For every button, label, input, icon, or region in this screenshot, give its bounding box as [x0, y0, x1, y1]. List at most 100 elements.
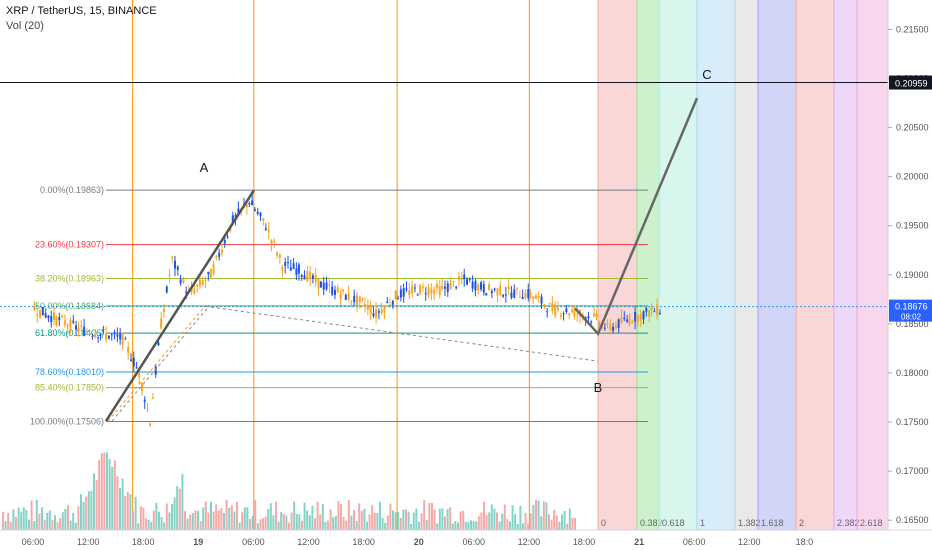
volume-bar	[475, 521, 478, 530]
candle-body	[645, 308, 648, 312]
price-axis-label: 0.19000	[896, 270, 929, 280]
candle-body	[452, 281, 455, 283]
candle-body	[138, 370, 141, 377]
fib-time-zone-label: 1.382	[738, 518, 761, 528]
candle-body	[342, 289, 344, 291]
fib-level-label: 0.00%(0.19863)	[40, 185, 104, 195]
volume-bar	[498, 521, 501, 530]
candle-body	[124, 338, 127, 340]
candle-body	[551, 303, 554, 312]
candle-body	[413, 287, 416, 289]
volume-bar	[160, 517, 163, 530]
candle-body	[113, 332, 116, 335]
volume-bar	[285, 515, 288, 530]
candle-body	[485, 293, 488, 296]
candle-body	[565, 308, 568, 313]
volume-bar	[233, 511, 236, 530]
volume-bar	[548, 514, 550, 530]
volume-bar	[176, 485, 179, 530]
volume-bar	[496, 512, 498, 530]
candle-body	[69, 319, 72, 332]
candle-body	[234, 214, 237, 218]
volume-bar	[428, 502, 431, 530]
candle-body	[527, 289, 530, 298]
fib-time-zone-band	[735, 0, 758, 530]
volume-bar	[87, 491, 90, 530]
candle-body	[427, 287, 430, 296]
volume-bar	[15, 516, 17, 530]
volume-bar	[100, 453, 103, 530]
volume-bar	[568, 508, 571, 530]
fib-level-label: 61.80%(0.18406)	[35, 328, 104, 338]
volume-bar	[436, 523, 439, 530]
candle-body	[209, 269, 212, 279]
candle-body	[198, 279, 201, 286]
volume-bar	[61, 512, 64, 530]
candle-body	[648, 310, 651, 317]
volume-bar	[236, 501, 238, 530]
candle-body	[292, 263, 295, 269]
volume-bar	[186, 518, 189, 530]
candle-body	[215, 255, 218, 259]
volume-bar	[550, 519, 553, 530]
trend-dashed-line	[111, 305, 210, 422]
volume-bar	[561, 514, 563, 530]
volume-bar	[397, 511, 400, 530]
volume-bar	[223, 512, 225, 530]
volume-bar	[347, 499, 350, 530]
candle-body	[389, 304, 392, 306]
fib-helper-line	[107, 305, 206, 422]
volume-bar	[321, 503, 324, 530]
candle-body	[127, 346, 130, 353]
volume-bar	[566, 523, 569, 530]
volume-bar	[7, 512, 10, 530]
candle-body	[468, 278, 471, 280]
volume-bar	[77, 506, 80, 530]
volume-bar	[251, 516, 254, 530]
candle-body	[160, 318, 163, 329]
candle-body	[53, 312, 56, 321]
volume-bar	[535, 499, 537, 530]
price-axis-label: 0.17500	[896, 417, 929, 427]
time-axis-label: 18:00	[352, 537, 375, 547]
candle-body	[223, 240, 226, 244]
candle-body	[609, 324, 612, 330]
fib-time-zone-band	[598, 0, 637, 530]
volume-bar	[522, 523, 524, 530]
volume-bar	[95, 480, 98, 530]
candle-body	[518, 297, 521, 299]
candle-body	[524, 292, 527, 299]
volume-bar	[545, 502, 548, 530]
candle-body	[516, 287, 519, 289]
candle-body	[168, 275, 171, 277]
volume-bar	[301, 520, 303, 530]
fib-level-label: 100.00%(0.17506)	[30, 416, 104, 426]
candle-body	[297, 264, 300, 274]
candle-body	[375, 309, 378, 318]
fib-time-zone-band	[857, 0, 888, 530]
volume-bar	[480, 512, 483, 530]
candle-body	[443, 286, 446, 289]
candle-body	[99, 333, 102, 336]
volume-bar	[82, 501, 85, 530]
candle-body	[270, 239, 273, 245]
candle-body	[543, 304, 546, 306]
candle-body	[556, 308, 559, 310]
candle-body	[119, 333, 122, 340]
volume-bar	[269, 503, 272, 530]
candle-body	[262, 218, 265, 221]
volume-bar	[451, 523, 454, 530]
volume-bar	[189, 514, 192, 530]
volume-bar	[212, 511, 215, 530]
candle-body	[151, 397, 154, 400]
candle-body	[218, 252, 221, 257]
volume-bar	[165, 503, 168, 530]
candle-body	[568, 313, 571, 316]
candle-body	[80, 325, 83, 327]
volume-bar	[46, 512, 49, 530]
candle-body	[336, 287, 339, 293]
price-axis-label: 0.21500	[896, 24, 929, 34]
volume-bar	[345, 520, 348, 530]
candle-body	[405, 288, 408, 291]
